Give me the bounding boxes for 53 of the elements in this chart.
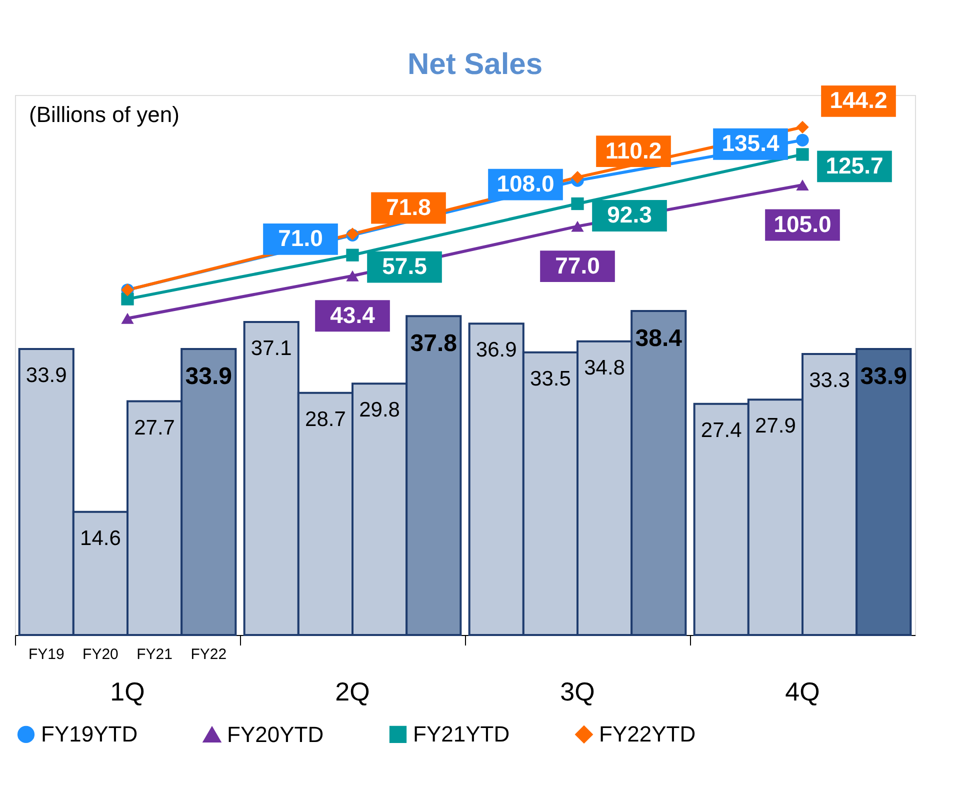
x-tick-label: 1Q <box>110 676 145 706</box>
x-tick-label: 3Q <box>560 676 595 706</box>
point <box>796 120 809 134</box>
x-tick-label: 4Q <box>785 676 820 706</box>
data-label: 37.8 <box>410 330 457 358</box>
point <box>571 197 584 210</box>
annotation: (Billions of yen) <box>29 102 180 127</box>
data-label: 36.9 <box>476 338 517 362</box>
data-label: 135.4 <box>722 130 780 156</box>
legend-label: FY19YTD <box>41 721 138 746</box>
data-label: 14.6 <box>80 526 121 550</box>
data-label: 57.5 <box>382 253 428 280</box>
data-label: 28.7 <box>305 408 346 431</box>
chart-title: Net Sales <box>407 48 543 81</box>
data-label: 33.3 <box>809 369 850 392</box>
data-label: 27.4 <box>700 418 742 442</box>
point <box>121 312 134 324</box>
data-label: 37.1 <box>250 336 292 360</box>
data-label: 34.8 <box>584 356 625 380</box>
data-label: 71.0 <box>278 225 323 252</box>
point <box>346 270 359 282</box>
data-label: 33.9 <box>860 362 907 390</box>
data-label: 33.9 <box>185 362 232 390</box>
point <box>796 148 809 161</box>
legend-label: FY20YTD <box>227 722 324 747</box>
series-label: FY19 <box>28 646 64 663</box>
series-label: FY22 <box>190 646 227 663</box>
data-label: 108.0 <box>496 170 554 197</box>
data-label: 77.0 <box>555 252 600 278</box>
series-label: FY21 <box>136 646 172 663</box>
point <box>571 220 584 232</box>
point <box>571 171 584 184</box>
data-label: 38.4 <box>635 325 683 352</box>
data-label: 125.7 <box>826 152 884 178</box>
legend-label: FY21YTD <box>413 721 510 746</box>
data-label: 27.7 <box>134 416 175 440</box>
legend-label: FY22YTD <box>599 721 696 746</box>
point <box>796 134 809 146</box>
x-tick-label: 2Q <box>335 676 370 706</box>
data-label: 71.8 <box>386 194 432 220</box>
data-label: 105.0 <box>774 211 832 237</box>
point <box>346 248 359 262</box>
data-label: 27.9 <box>755 414 796 438</box>
data-label: 92.3 <box>607 202 652 228</box>
data-label: 43.4 <box>330 302 376 328</box>
data-label: 33.5 <box>530 367 571 390</box>
data-label: 29.8 <box>359 398 400 422</box>
data-label: 33.9 <box>26 364 67 387</box>
series-label: FY20 <box>82 646 118 663</box>
point <box>796 180 809 190</box>
data-label: 144.2 <box>830 87 888 114</box>
point <box>121 292 134 306</box>
data-label: 110.2 <box>605 137 662 164</box>
